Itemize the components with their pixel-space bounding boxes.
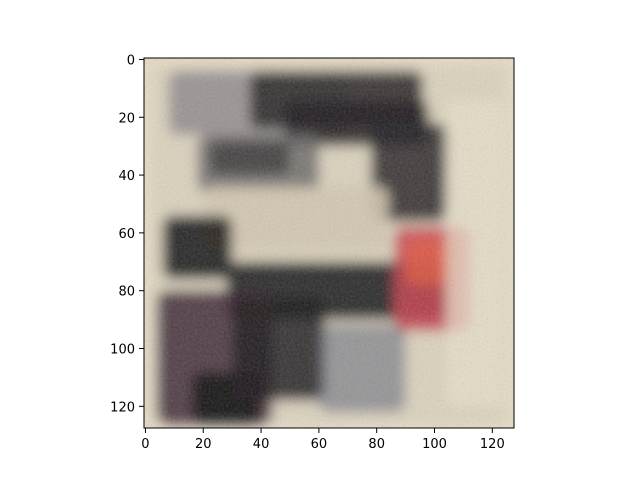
- x-tick-label: 0: [141, 437, 149, 452]
- y-tick-label: 0: [127, 53, 135, 68]
- x-axis: 0 20 40 60 80 100 120: [141, 428, 505, 452]
- x-tick-label: 60: [311, 437, 328, 452]
- y-tick-label: 120: [110, 400, 135, 415]
- x-tick-label: 120: [480, 437, 505, 452]
- y-tick-label: 100: [110, 343, 135, 358]
- y-axis: 0 20 40 60 80 100 120: [110, 53, 144, 415]
- image-content: [144, 58, 514, 428]
- y-tick-label: 80: [118, 285, 135, 300]
- x-tick-label: 80: [368, 437, 385, 452]
- image-noise-texture: [144, 58, 514, 428]
- x-tick-label: 100: [422, 437, 447, 452]
- axes-frame: [143, 57, 515, 429]
- y-tick-label: 60: [118, 227, 135, 242]
- y-tick-label: 20: [118, 111, 135, 126]
- y-tick-label: 40: [118, 169, 135, 184]
- x-tick-label: 20: [195, 437, 212, 452]
- x-tick-label: 40: [253, 437, 270, 452]
